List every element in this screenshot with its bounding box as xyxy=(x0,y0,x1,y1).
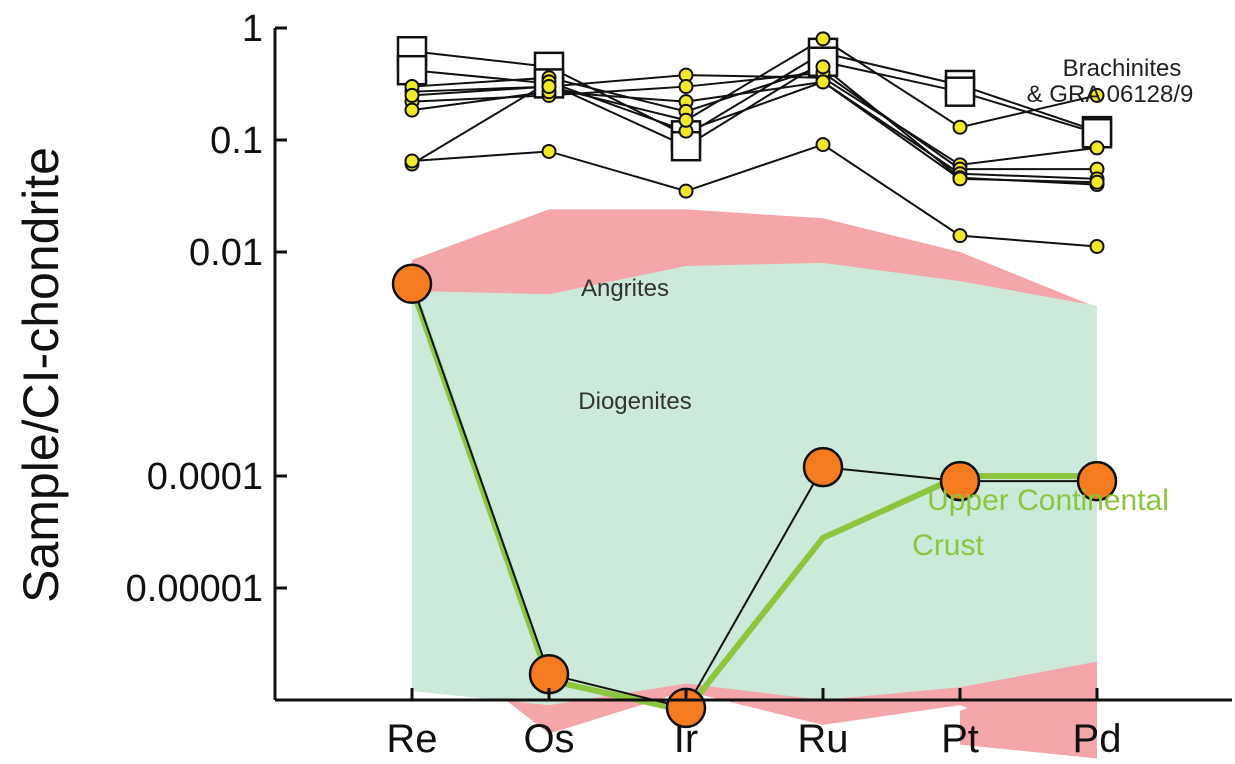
series-line-brachinite-8 xyxy=(411,37,1098,129)
data-point-circle xyxy=(1089,238,1105,254)
y-tick-label: 0.01 xyxy=(189,232,263,274)
series-line-brachinite-1 xyxy=(411,60,1098,148)
ticks-layer: 1 0.1 0.01 0.0001 0.00001 Re Os Ir Ru Pt Pd xyxy=(126,8,1122,761)
data-point-circle xyxy=(404,153,420,169)
data-point-orange xyxy=(391,263,433,305)
x-tick-label: Os xyxy=(523,717,574,759)
x-tick-label: Pd xyxy=(1073,717,1122,759)
series-line-ucc-10 xyxy=(409,286,1097,715)
x-tick-label: Pt xyxy=(941,717,979,759)
data-point-orange xyxy=(802,446,844,488)
data-point-circle xyxy=(541,79,557,95)
series-line-orange-9 xyxy=(411,283,1097,710)
field-angrites-lower-patch2 xyxy=(960,661,1097,759)
series-line-brachinite-0 xyxy=(411,50,1098,137)
data-point-orange xyxy=(528,653,570,695)
annotation-ucc-line2: Crust xyxy=(912,529,984,562)
data-point-circle xyxy=(404,102,420,118)
y-tick-label: 0.0001 xyxy=(147,456,263,498)
x-tick-label: Ru xyxy=(797,717,848,759)
annotation-ucc-line1: Upper Continental xyxy=(927,484,1169,517)
annotation-gra: & GRA 06128/9 xyxy=(1027,81,1194,108)
annotation-diogenites: Diogenites xyxy=(578,388,691,415)
x-tick-label: Re xyxy=(386,717,437,759)
data-point-circle xyxy=(815,31,831,47)
data-point-circle xyxy=(815,74,831,90)
data-point-circle xyxy=(404,87,420,103)
y-tick-label: 0.00001 xyxy=(126,568,263,610)
series-line-brachinite-7 xyxy=(411,143,1098,248)
data-point-circle xyxy=(678,112,694,128)
series-lines-layer xyxy=(409,37,1098,715)
fields-layer xyxy=(412,209,1097,759)
data-point-circle xyxy=(952,119,968,135)
data-point-circle xyxy=(1089,87,1105,103)
data-point-circle xyxy=(1089,140,1105,156)
series-line-brachinite-6 xyxy=(411,80,1098,184)
data-point-circle xyxy=(952,171,968,187)
annotation-brachinites: Brachinites xyxy=(1063,55,1182,82)
data-point-circle xyxy=(815,59,831,75)
annotation-angrites: Angrites xyxy=(581,275,669,302)
data-point-square xyxy=(944,76,976,107)
data-point-orange xyxy=(1076,460,1118,502)
data-point-circle xyxy=(541,143,557,159)
data-point-circle xyxy=(815,137,831,153)
data-point-circle xyxy=(678,183,694,199)
y-tick-label: 1 xyxy=(242,8,263,50)
data-point-circle xyxy=(1089,174,1105,190)
y-tick-label: 0.1 xyxy=(210,120,263,162)
y-axis-label: Sample/CI-chondrite xyxy=(13,147,69,603)
annotations-layer: Brachinites & GRA 06128/9 Angrites Dioge… xyxy=(578,55,1193,562)
data-point-orange xyxy=(939,460,981,502)
data-point-circle xyxy=(678,79,694,95)
series-points-layer xyxy=(391,31,1118,729)
x-tick-label: Ir xyxy=(674,717,698,759)
field-diogenites xyxy=(412,262,1097,706)
data-point-circle xyxy=(952,228,968,244)
